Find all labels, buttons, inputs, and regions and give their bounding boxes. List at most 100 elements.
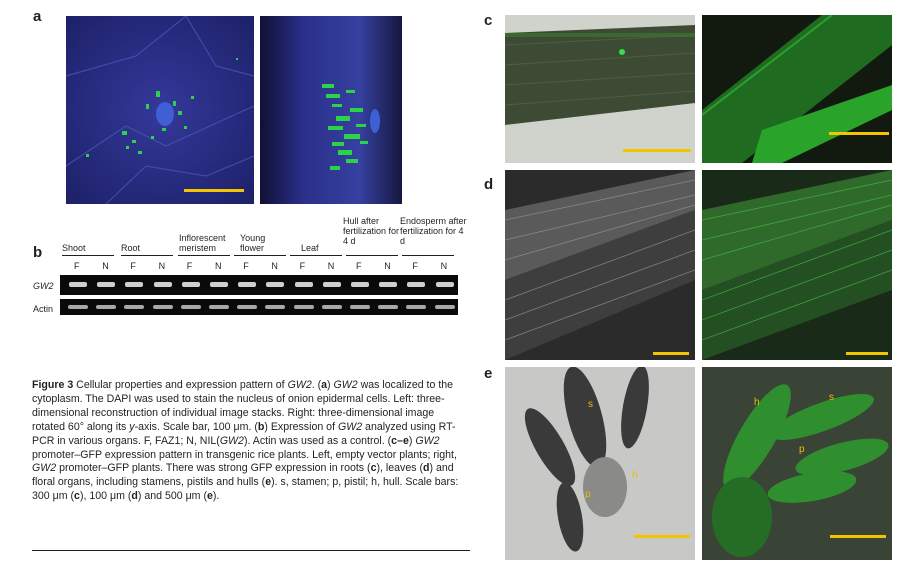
gel-band <box>321 305 342 309</box>
gel-band <box>350 305 370 309</box>
gel-band <box>265 305 286 309</box>
caption-gene: GW2 <box>287 379 312 391</box>
gel-lane-label: N <box>327 261 335 271</box>
gel-lane-label: N <box>384 261 391 271</box>
gel-lane-label: F <box>186 261 193 271</box>
caption-text: ) <box>327 379 334 391</box>
caption-ref: e <box>265 476 272 489</box>
gel-lane-label: F <box>356 261 362 271</box>
scale-bar <box>634 535 690 538</box>
gel-band <box>434 305 455 309</box>
gel-band <box>181 282 200 287</box>
caption-text: . ( <box>311 379 322 391</box>
caption-gene: GW2 <box>415 434 440 447</box>
scale-bar <box>184 189 244 192</box>
figure-caption: Figure 3 Cellular properties and express… <box>32 379 468 504</box>
panel-b-label: b <box>33 244 43 261</box>
caption-ref: a <box>321 379 328 391</box>
gel-band <box>435 282 454 287</box>
gel-lane-label: F <box>299 261 306 271</box>
gel-group-line <box>402 255 454 256</box>
caption-text: Cellular properties and expression patte… <box>73 379 288 391</box>
caption-text: was localized to the cytoplasm. The DAPI… <box>32 379 454 433</box>
gel-band <box>351 282 369 287</box>
caption-text: ). s, stamen; p, pistil; h, hull. Scale … <box>32 476 459 503</box>
gel-group-line <box>346 255 398 256</box>
panel-e-label: e <box>484 365 493 382</box>
scale-bar <box>830 535 886 538</box>
gel-band <box>378 305 399 309</box>
gel-group-label: Root <box>121 243 141 253</box>
gel-group-line <box>121 255 173 256</box>
panel-c-label: c <box>484 12 493 29</box>
gel-band <box>153 282 172 287</box>
gel-group-line <box>62 255 114 256</box>
micro-label: p <box>585 489 591 500</box>
gel-lane-label: N <box>215 261 222 271</box>
micro-label: h <box>754 397 760 408</box>
gel-band <box>125 282 144 287</box>
caption-gene: GW2 <box>333 379 358 391</box>
gel-lane-label: N <box>158 261 166 271</box>
micrograph-d-right <box>702 170 892 360</box>
caption-text: ), leaves ( <box>376 462 423 475</box>
gel-lane-label: F <box>130 261 136 271</box>
gel-lane-label: F <box>74 261 80 271</box>
gel-group-label: Leaf <box>301 243 319 253</box>
gel-band <box>238 282 257 287</box>
gel-band <box>266 282 285 287</box>
gel-band <box>322 282 341 287</box>
gel-lane-label: N <box>102 261 109 271</box>
gel-image-actin <box>60 299 458 315</box>
gel-image-gw2 <box>60 275 458 295</box>
caption-ref: c–e <box>391 434 409 447</box>
caption-text: ). <box>212 490 220 503</box>
scale-bar <box>623 149 691 152</box>
scale-bar <box>653 352 689 355</box>
caption-ref: c <box>74 490 80 503</box>
caption-text: promoter–GFP expression pattern in trans… <box>32 448 457 461</box>
confocal-image-right <box>260 16 402 204</box>
gel-band <box>68 305 88 309</box>
gel-band <box>96 305 117 309</box>
micrograph-e-left: s h p <box>505 367 695 560</box>
caption-text: ) and floral organs, including stamens, … <box>32 462 454 489</box>
micrograph-c-right <box>702 15 892 163</box>
caption-gene: GW2 <box>337 420 363 433</box>
micro-label: h <box>632 470 638 481</box>
gel-band <box>69 282 87 287</box>
caption-fig: Figure 3 <box>32 379 74 391</box>
gel-group-line <box>290 255 342 256</box>
gel-group-line <box>178 255 230 256</box>
gel-band <box>180 305 201 309</box>
caption-ref: c <box>370 462 377 475</box>
gel-band <box>152 305 173 309</box>
panel-d-label: d <box>484 176 494 193</box>
caption-text: analyzed using RT-PCR in various organs.… <box>32 420 456 447</box>
micrograph-e-right: h s p <box>702 367 892 560</box>
gel-band <box>237 305 258 309</box>
gel-group-label: Young flower <box>240 233 266 253</box>
micrograph-d-left <box>505 170 695 360</box>
panel-a-label: a <box>33 8 42 25</box>
caption-rule <box>32 550 470 551</box>
caption-italic: y <box>129 420 135 433</box>
caption-text: -axis. Scale bar, 100 μm. ( <box>134 420 258 433</box>
gel-group-line <box>234 255 286 256</box>
caption-text: promoter–GFP plants. There was strong GF… <box>56 462 371 475</box>
gel-group-label: Hull after fertilization for 4 d <box>343 216 400 246</box>
gel-lane-label: N <box>440 261 448 271</box>
caption-text: ) Expression of <box>264 420 338 433</box>
micrograph-c-left <box>505 15 695 163</box>
micro-label: s <box>588 399 593 410</box>
gel-band <box>407 282 426 287</box>
caption-ref: e <box>206 490 213 503</box>
gel-group-label: Endosperm after fertilization for 4 d <box>400 216 467 246</box>
caption-text: ) <box>408 434 416 447</box>
scale-bar <box>846 352 888 355</box>
micro-label: p <box>799 444 805 455</box>
caption-ref: b <box>257 420 265 433</box>
caption-text: ). Actin was used as a control. ( <box>243 434 392 447</box>
caption-text: ), 100 μm ( <box>79 490 132 503</box>
gel-band <box>210 282 228 287</box>
